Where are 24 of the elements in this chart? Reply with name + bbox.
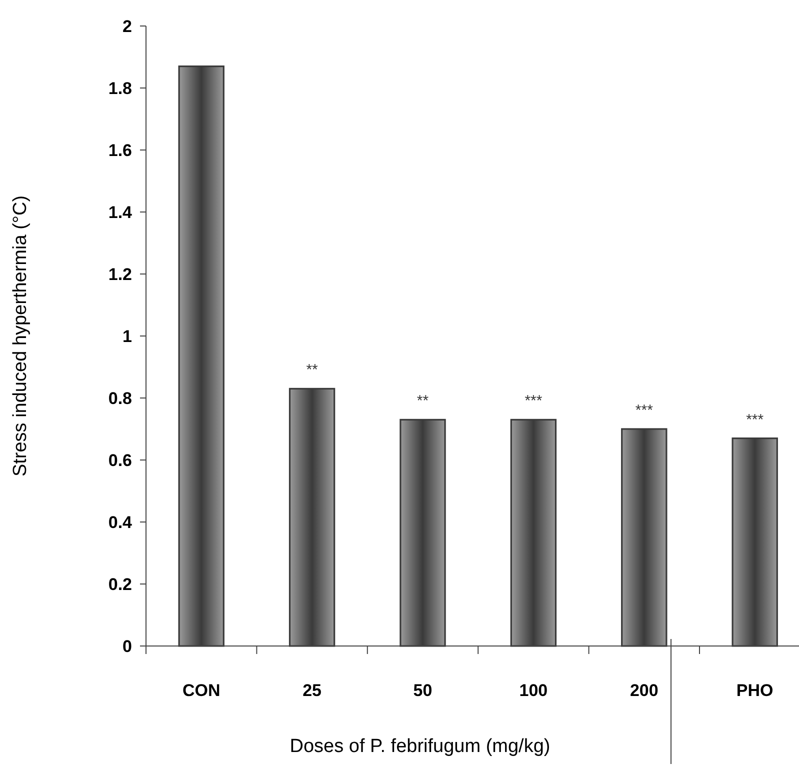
y-tick-label: 1.6	[108, 140, 132, 160]
x-tick-label: PHO	[736, 681, 774, 700]
y-tick-label: 1.2	[108, 264, 132, 284]
y-tick-label: 1.8	[108, 78, 132, 98]
x-axis-title: Doses of P. febrifugum (mg/kg)	[290, 736, 550, 757]
y-tick-label: 0.2	[108, 574, 132, 594]
y-tick-label: 0	[122, 636, 132, 656]
annotation: ***	[746, 411, 764, 428]
y-axis-title: Stress induced hyperthermia (°C)	[10, 195, 31, 477]
x-tick-label: 200	[630, 681, 658, 700]
y-tick-label: 1.4	[108, 202, 133, 222]
x-tick-label: CON	[182, 681, 220, 700]
annotation: ***	[524, 392, 542, 410]
y-tick-label: 0.4	[108, 512, 133, 532]
annotation: ***	[635, 402, 654, 419]
y-tick-label: 0.6	[108, 450, 132, 470]
annotation: **	[306, 362, 318, 379]
y-tick-label: 1	[122, 326, 132, 346]
x-tick-label: 50	[413, 681, 432, 700]
x-tick-label: 100	[519, 681, 548, 700]
y-tick-label: 0.8	[108, 388, 132, 408]
x-tick-label: 25	[302, 681, 322, 700]
annotation: **	[416, 392, 429, 410]
y-tick-label: 2	[122, 16, 132, 36]
